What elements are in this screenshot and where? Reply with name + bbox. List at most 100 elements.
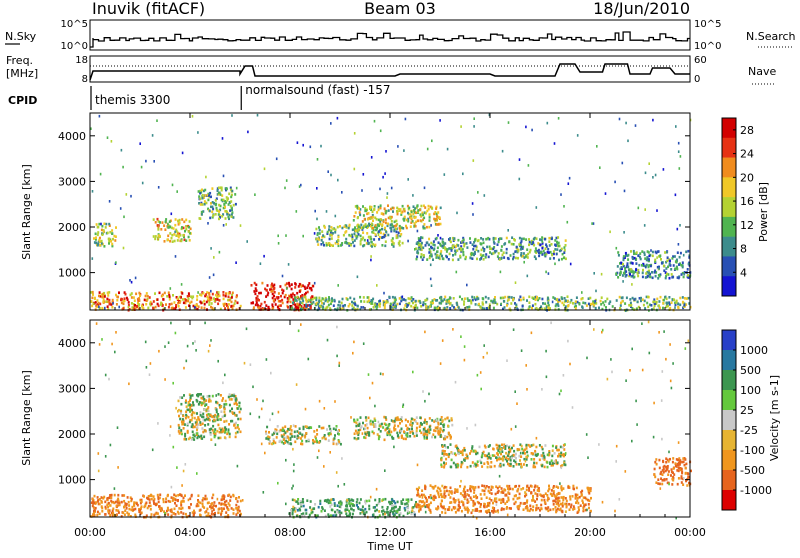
velocity-cell	[229, 393, 231, 396]
power-cell	[598, 307, 600, 310]
velocity-cell	[486, 496, 488, 499]
power-cell	[101, 296, 103, 299]
power-cell	[153, 160, 155, 163]
power-cell	[304, 287, 306, 290]
power-cell	[391, 187, 393, 190]
velocity-cell	[153, 495, 155, 498]
power-cell	[429, 213, 431, 216]
velocity-cell	[588, 492, 590, 495]
velocity-cell	[462, 449, 464, 452]
velocity-cell	[435, 430, 437, 433]
velocity-cell	[518, 497, 520, 500]
power-cell	[512, 298, 514, 301]
velocity-cell	[569, 495, 571, 498]
power-cell	[349, 297, 351, 300]
power-cell	[174, 231, 176, 234]
velocity-cell	[397, 434, 399, 437]
power-cell	[171, 227, 173, 230]
velocity-cell	[455, 466, 457, 469]
velocity-cell	[573, 488, 575, 491]
power-cell	[405, 118, 407, 121]
power-cell	[185, 239, 187, 242]
velocity-cell	[444, 486, 446, 489]
velocity-cell	[339, 503, 341, 506]
power-cell	[96, 299, 98, 302]
power-cell	[637, 275, 639, 278]
velocity-cell	[523, 463, 525, 466]
power-cell	[98, 223, 100, 226]
velocity-cell	[352, 513, 354, 516]
power-cell	[428, 226, 430, 229]
velocity-cell	[666, 478, 668, 481]
power-cell	[475, 245, 477, 248]
power-cell	[198, 305, 200, 308]
power-cell	[286, 287, 288, 290]
velocity-cell	[423, 494, 425, 497]
nave-label: Nave	[748, 65, 776, 78]
velocity-cell	[384, 439, 386, 442]
power-cell	[521, 238, 523, 241]
power-cell	[384, 307, 386, 310]
power-cell	[475, 299, 477, 302]
velocity-cell	[532, 505, 534, 508]
power-cell	[329, 233, 331, 236]
velocity-cell	[520, 455, 522, 458]
velocity-cell	[212, 425, 214, 428]
power-cell	[115, 261, 117, 264]
velocity-cell	[517, 448, 519, 451]
power-cell	[655, 275, 657, 278]
power-cell	[221, 199, 223, 202]
power-cell	[233, 305, 235, 308]
power-cell	[557, 303, 559, 306]
velocity-cell	[301, 440, 303, 443]
velocity-cell	[446, 490, 448, 493]
velocity-cell	[209, 419, 211, 422]
power-cell	[276, 296, 278, 299]
power-cell	[424, 187, 426, 190]
power-cell	[360, 300, 362, 303]
power-cell	[232, 307, 234, 310]
velocity-cell	[363, 436, 365, 439]
power-cell	[581, 291, 583, 294]
velocity-cell	[218, 437, 220, 440]
velocity-cell	[396, 432, 398, 435]
power-cell	[141, 166, 143, 169]
velocity-cell	[446, 453, 448, 456]
velocity-cell	[221, 399, 223, 402]
velocity-cell	[472, 509, 474, 512]
power-cell	[577, 134, 579, 137]
power-cell	[675, 301, 677, 304]
power-cell	[185, 219, 187, 222]
power-cell	[417, 209, 419, 212]
power-cell	[352, 241, 354, 244]
power-cell	[543, 250, 545, 253]
power-cell	[682, 261, 684, 264]
velocity-cell	[588, 489, 590, 492]
velocity-cell	[212, 494, 214, 497]
power-cell	[575, 307, 577, 310]
velocity-cell	[231, 398, 233, 401]
power-cell	[429, 248, 431, 251]
velocity-cell	[324, 434, 326, 437]
velocity-cell	[216, 411, 218, 414]
velocity-cell	[334, 434, 336, 437]
power-cell	[451, 249, 453, 252]
velocity-cell	[523, 508, 525, 511]
power-cell	[144, 299, 146, 302]
velocity-cell	[229, 433, 231, 436]
velocity-cell	[454, 506, 456, 509]
power-cell	[221, 189, 223, 192]
power-cell	[435, 256, 437, 259]
velocity-cell	[210, 428, 212, 431]
power-cell	[542, 302, 544, 305]
power-cell	[621, 297, 623, 300]
velocity-cell	[559, 492, 561, 495]
power-cell	[128, 306, 130, 309]
power-cell	[600, 300, 602, 303]
velocity-cell	[202, 413, 204, 416]
power-cell	[565, 299, 567, 302]
power-cell	[535, 258, 537, 261]
velocity-cell	[117, 494, 119, 497]
velocity-cell	[207, 423, 209, 426]
velocity-cell	[265, 432, 267, 435]
